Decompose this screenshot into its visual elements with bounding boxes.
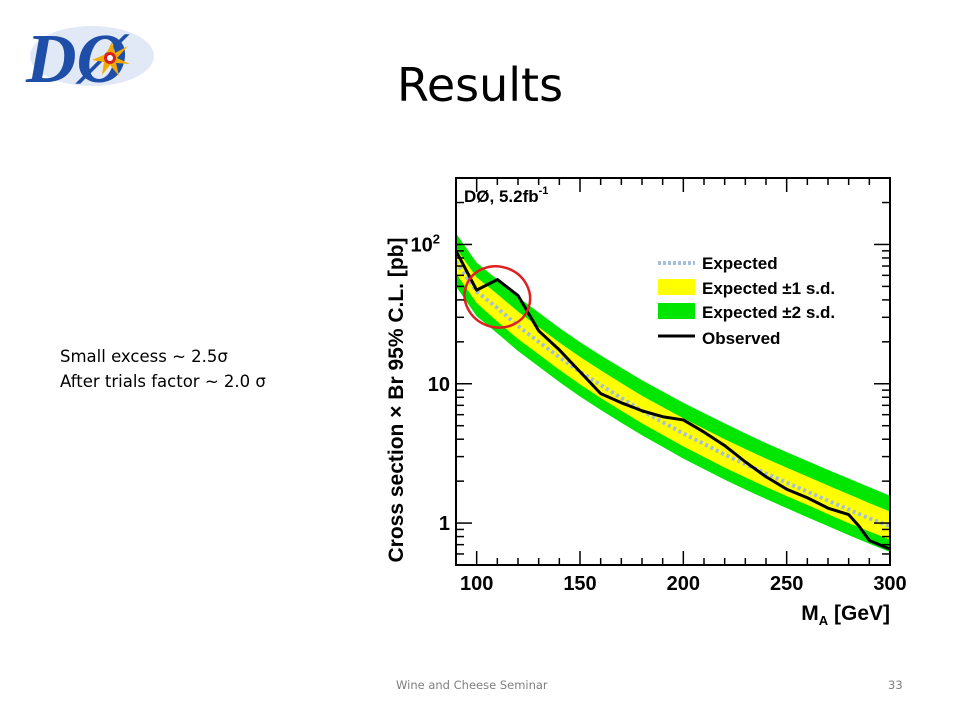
expected-line [454, 260, 891, 529]
legend-band2-swatch [658, 303, 695, 319]
y-tick-label: 10 [428, 374, 450, 396]
observed-line [454, 250, 891, 551]
note-line-trials: After trials factor ~ 2.0 σ [60, 372, 266, 391]
legend-band1-swatch [658, 279, 695, 295]
legend-expected-label: Expected [702, 254, 778, 273]
plot-frame [455, 177, 891, 566]
x-tick-label: 300 [873, 573, 906, 595]
y-axis-label: Cross section × Br 95% C.L. [pb] [385, 238, 408, 563]
chart-legend: Expected Expected ±1 s.d. Expected ±2 s.… [658, 254, 835, 348]
legend-band2-label: Expected ±2 s.d. [702, 303, 835, 322]
legend-observed-label: Observed [702, 329, 780, 348]
x-tick-label: 100 [460, 573, 493, 595]
results-note: Small excess ~ 2.5σ After trials factor … [60, 344, 266, 394]
x-axis-label: MA [GeV] [801, 602, 890, 628]
note-line-excess: Small excess ~ 2.5σ [60, 347, 228, 366]
legend-band1-label: Expected ±1 s.d. [702, 279, 835, 298]
axis-ticks [456, 177, 891, 566]
y-tick-label: 102 [411, 231, 440, 256]
page-number: 33 [888, 678, 903, 692]
expected-bands [456, 233, 890, 552]
slide-title: Results [396, 58, 564, 112]
dzero-logo: DØ [18, 12, 158, 98]
x-tick-label: 250 [770, 573, 803, 595]
axis-tick-labels: 100 150 200 250 300 1 10 102 [411, 231, 907, 595]
x-tick-label: 150 [563, 573, 596, 595]
chart-annotation: DØ, 5.2fb-1 [464, 185, 548, 206]
limit-chart: 100 150 200 250 300 1 10 102 DØ, 5.2fb-1 Expect… [385, 177, 907, 628]
y-tick-label: 1 [439, 513, 450, 535]
highlight-ellipse [463, 265, 532, 329]
limit-lines [454, 250, 891, 551]
x-tick-label: 200 [667, 573, 700, 595]
band-1sd [456, 248, 890, 540]
footer-text: Wine and Cheese Seminar [396, 678, 548, 692]
dzero-logo-flash [92, 42, 130, 76]
